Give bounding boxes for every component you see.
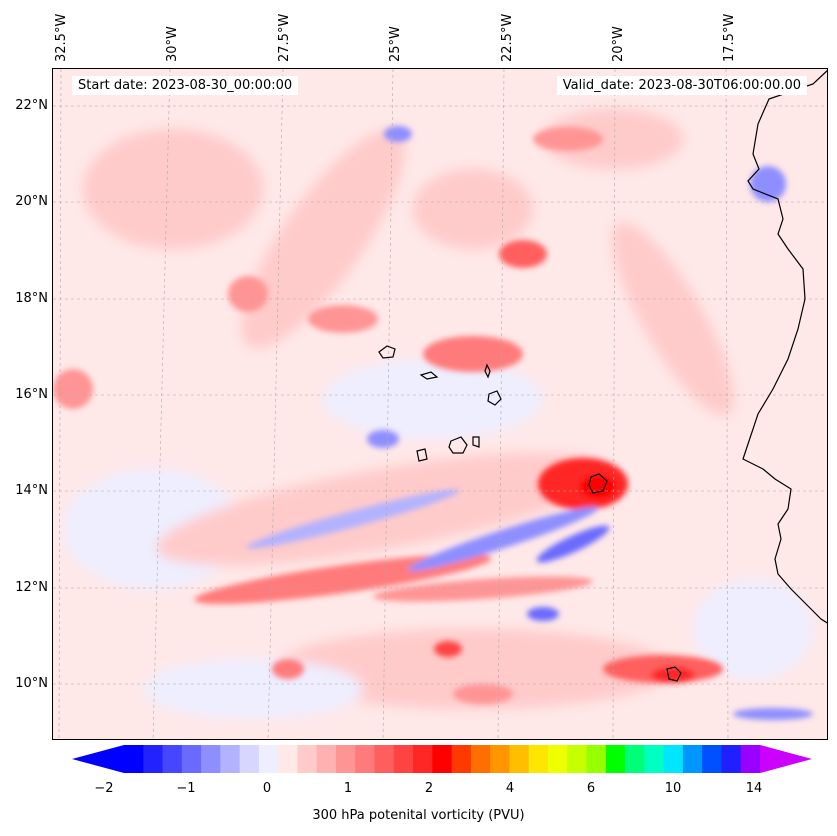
colorbar-swatch: [702, 745, 722, 773]
lon-label-32-5w: 32.5°W: [54, 13, 69, 62]
colorbar-swatch: [278, 745, 298, 773]
lat-label-12n: 12°N: [15, 580, 48, 595]
colorbar-tick: 2: [424, 781, 434, 796]
colorbar-swatch: [393, 745, 414, 773]
colorbar-swatch: [181, 745, 202, 773]
map-panel[interactable]: [52, 68, 828, 740]
colorbar-swatch: [316, 745, 337, 773]
lon-label-30w: 30°W: [165, 26, 180, 62]
colorbar-swatch: [374, 745, 395, 773]
colorbar-tick: 6: [586, 781, 596, 796]
colorbar-extend-low: [72, 745, 124, 773]
colorbar-swatch: [567, 745, 588, 773]
graticule: [53, 69, 827, 739]
pv-contour-map: [53, 69, 827, 739]
lat-label-22n: 22°N: [15, 98, 48, 113]
colorbar-swatch: [605, 745, 626, 773]
colorbar-swatch: [451, 745, 472, 773]
colorbar-swatch: [528, 745, 549, 773]
lat-label-20n: 20°N: [15, 194, 48, 209]
colorbar-swatch: [682, 745, 703, 773]
cape-verde-islands: [378, 345, 682, 682]
colorbar-tick: −2: [94, 781, 114, 796]
colorbar-swatch: [336, 745, 356, 773]
africa-coastline: [742, 70, 827, 624]
colorbar-swatch: [143, 745, 164, 773]
lon-label-27-5w: 27.5°W: [277, 13, 292, 62]
colorbar-label: 300 hPa potenital vorticity (PVU): [312, 808, 525, 823]
colorbar-swatch: [721, 745, 742, 773]
colorbar-extend-high: [760, 745, 812, 773]
lon-label-22-5w: 22.5°W: [500, 13, 515, 62]
colorbar-swatch: [355, 745, 376, 773]
lat-label-18n: 18°N: [15, 291, 48, 306]
lat-label-10n: 10°N: [15, 676, 48, 691]
lon-label-25w: 25°W: [388, 26, 403, 62]
colorbar-swatch: [258, 745, 279, 773]
lon-label-20w: 20°W: [611, 26, 626, 62]
start-date-label: Start date: 2023-08-30_00:00:00: [72, 76, 299, 95]
colorbar-swatch: [509, 745, 530, 773]
lat-label-16n: 16°N: [15, 387, 48, 402]
colorbar-swatch: [644, 745, 665, 773]
lon-label-17-5w: 17.5°W: [722, 13, 737, 62]
colorbar-swatch: [220, 745, 241, 773]
colorbar-swatch: [239, 745, 260, 773]
colorbar-swatch: [625, 745, 645, 773]
colorbar-tick: 10: [664, 781, 682, 796]
colorbar: [72, 745, 812, 773]
colorbar-swatch: [470, 745, 491, 773]
colorbar-swatch: [297, 745, 318, 773]
colorbar-tick: 1: [343, 781, 353, 796]
colorbar-tick: 4: [505, 781, 515, 796]
colorbar-tick: −1: [176, 781, 196, 796]
lat-label-14n: 14°N: [15, 483, 48, 498]
colorbar-swatch: [201, 745, 221, 773]
colorbar-swatch: [432, 745, 453, 773]
colorbar-swatch: [586, 745, 607, 773]
colorbar-tick: 14: [745, 781, 763, 796]
colorbar-swatch: [490, 745, 510, 773]
colorbar-swatch: [413, 745, 433, 773]
colorbar-swatch: [740, 745, 761, 773]
colorbar-tick: 0: [262, 781, 272, 796]
colorbar-swatch: [162, 745, 183, 773]
colorbar-swatch: [124, 745, 144, 773]
colorbar-swatch: [548, 745, 568, 773]
pv-strong-features: [53, 126, 813, 720]
valid-date-label: Valid_date: 2023-08-30T06:00:00.00: [556, 76, 807, 95]
colorbar-swatch: [663, 745, 684, 773]
